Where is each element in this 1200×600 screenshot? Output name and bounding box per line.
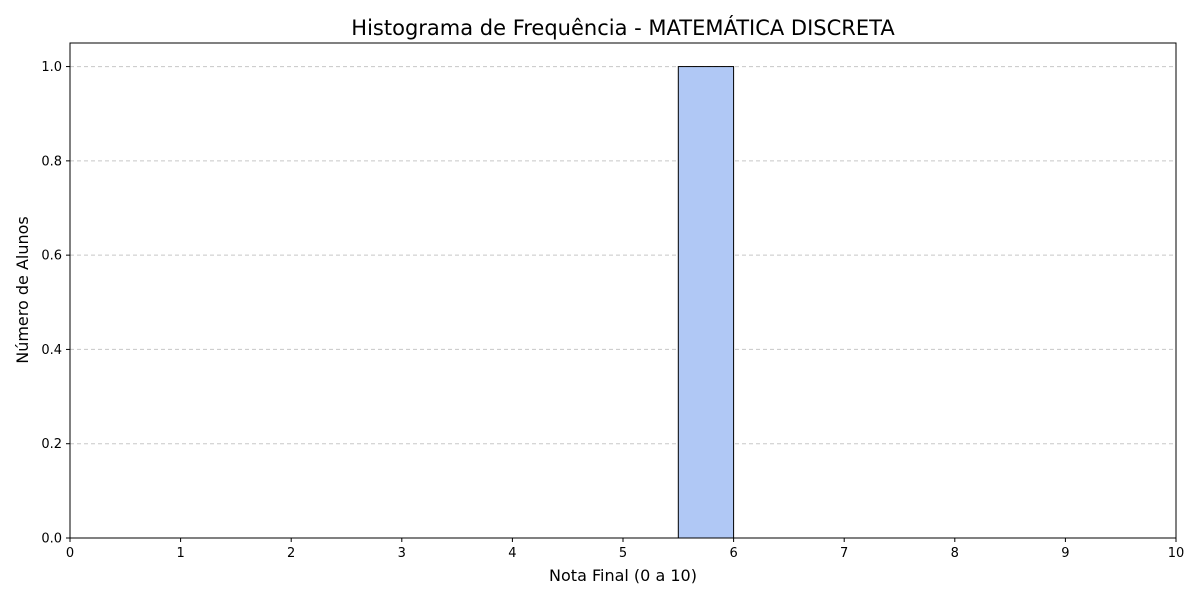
- y-tick-label-1: 0.2: [41, 437, 62, 452]
- x-tick-label-0: 0: [66, 546, 74, 561]
- y-axis-ticks: 0.0 0.2 0.4 0.6 0.8 1.0: [41, 60, 70, 547]
- x-tick-label-8: 8: [951, 546, 959, 561]
- x-tick-label-1: 1: [176, 546, 184, 561]
- plot-frame: [69, 42, 1177, 539]
- histogram-bar-0: [677, 66, 735, 539]
- y-tick-label-3: 0.6: [41, 249, 62, 264]
- x-tick-label-7: 7: [840, 546, 848, 561]
- x-tick-label-5: 5: [619, 546, 627, 561]
- x-tick-label-9: 9: [1061, 546, 1069, 561]
- y-tick-label-4: 0.8: [41, 154, 62, 169]
- x-axis-label: Nota Final (0 a 10): [549, 566, 697, 585]
- y-axis-label: Número de Alunos: [13, 216, 32, 364]
- histogram-bars: [677, 66, 735, 539]
- y-tick-label-2: 0.4: [41, 343, 62, 358]
- y-grid: [70, 66, 1176, 539]
- x-tick-label-4: 4: [508, 546, 516, 561]
- y-tick-label-0: 0.0: [41, 532, 62, 547]
- y-tick-label-5: 1.0: [41, 60, 62, 75]
- x-tick-label-6: 6: [729, 546, 737, 561]
- x-tick-label-3: 3: [398, 546, 406, 561]
- x-axis-ticks: 0 1 2 3 4 5 6 7 8 9 10: [66, 538, 1184, 561]
- chart-title: Histograma de Frequência - MATEMÁTICA DI…: [351, 15, 895, 40]
- x-tick-label-10: 10: [1168, 546, 1185, 561]
- x-tick-label-2: 2: [287, 546, 295, 561]
